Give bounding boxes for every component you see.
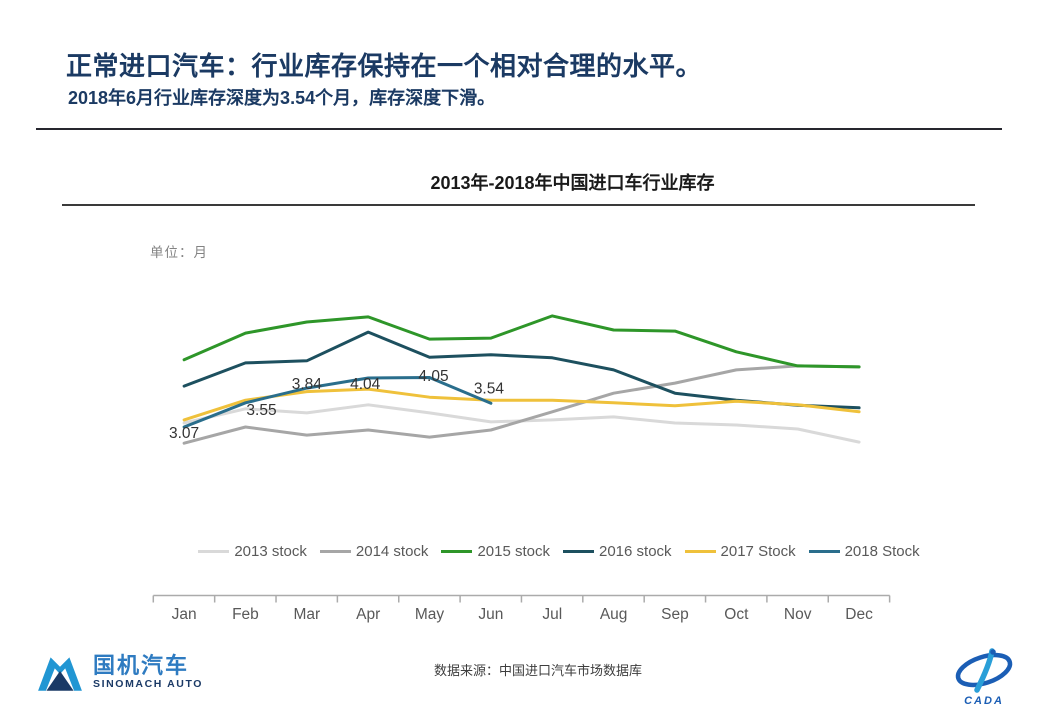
header-divider xyxy=(36,128,1002,130)
x-axis-label: Sep xyxy=(661,606,689,623)
page-title: 正常进口汽车：行业库存保持在一个相对合理的水平。 xyxy=(66,51,703,81)
series-line-2014-stock xyxy=(182,364,861,445)
series-line-2015-stock xyxy=(182,314,861,369)
data-label: 4.04 xyxy=(350,376,381,393)
legend-label: 2016 stock xyxy=(598,542,672,560)
legend-item-2016-stock: 2016 stock xyxy=(562,542,672,560)
x-axis-label: Oct xyxy=(724,606,749,623)
data-source-label: 数据来源：中国进口汽车市场数据库 xyxy=(433,663,642,678)
series-line-2013-stock xyxy=(182,403,861,444)
legend-label: 2014 stock xyxy=(355,542,429,560)
x-axis-label: Mar xyxy=(293,606,320,623)
data-label: 3.55 xyxy=(246,402,276,419)
legend-item-2018-stock: 2018 Stock xyxy=(808,542,920,560)
x-axis-label: Apr xyxy=(356,606,380,623)
x-axis-label: Jul xyxy=(542,606,562,623)
series-line-2017-stock xyxy=(182,387,861,422)
legend-label: 2018 Stock xyxy=(844,542,920,560)
legend-label: 2017 Stock xyxy=(720,542,796,560)
legend-swatch xyxy=(441,549,473,553)
chart-title: 2013年-2018年中国进口车行业库存 xyxy=(430,173,715,193)
legend-item-2015-stock: 2015 stock xyxy=(441,543,550,560)
chart-legend: 2013 stock 2014 stock 2015 stock 2016 stock… xyxy=(78,541,1040,561)
sinomach-logo-name: 国机汽车 xyxy=(93,652,190,678)
x-axis-label: Jan xyxy=(172,606,197,623)
page-subtitle: 2018年6月行业库存深度为3.54个月，库存深度下滑。 xyxy=(68,88,496,108)
legend-item-2014-stock: 2014 stock xyxy=(319,542,429,560)
sinomach-mountain-icon xyxy=(38,657,82,691)
data-label: 3.07 xyxy=(169,425,199,442)
x-axis-label: May xyxy=(415,606,445,623)
x-axis-label: Dec xyxy=(845,606,873,623)
x-axis-label: Feb xyxy=(232,606,259,623)
data-label: 4.05 xyxy=(418,368,448,385)
data-label: 3.84 xyxy=(292,376,323,393)
x-axis-label: Nov xyxy=(784,606,812,623)
legend-swatch xyxy=(684,549,716,553)
cada-swoosh-icon: CADA xyxy=(955,648,1013,707)
cada-logo-name: CADA xyxy=(964,695,1004,707)
legend-swatch xyxy=(319,549,351,553)
data-label: 3.54 xyxy=(474,380,505,397)
legend-swatch xyxy=(562,549,594,553)
x-axis-label: Jun xyxy=(478,606,503,623)
legend-label: 2015 stock xyxy=(477,542,550,560)
sinomach-logo: 国机汽车 SINOMACH AUTO xyxy=(36,650,203,694)
x-axis-label: Aug xyxy=(600,606,628,623)
legend-item-2017-stock: 2017 Stock xyxy=(684,542,796,560)
legend-label: 2013 stock xyxy=(234,542,307,560)
cada-logo: CADA xyxy=(952,648,1016,713)
legend-swatch xyxy=(808,549,840,553)
chart-title-underline xyxy=(62,204,975,206)
legend-item-2013-stock: 2013 stock xyxy=(198,543,307,560)
series-line-2018-stock xyxy=(182,376,493,429)
legend-swatch xyxy=(198,549,230,553)
unit-label: 单位：月 xyxy=(150,245,208,260)
sinomach-logo-subname: SINOMACH AUTO xyxy=(93,678,204,691)
